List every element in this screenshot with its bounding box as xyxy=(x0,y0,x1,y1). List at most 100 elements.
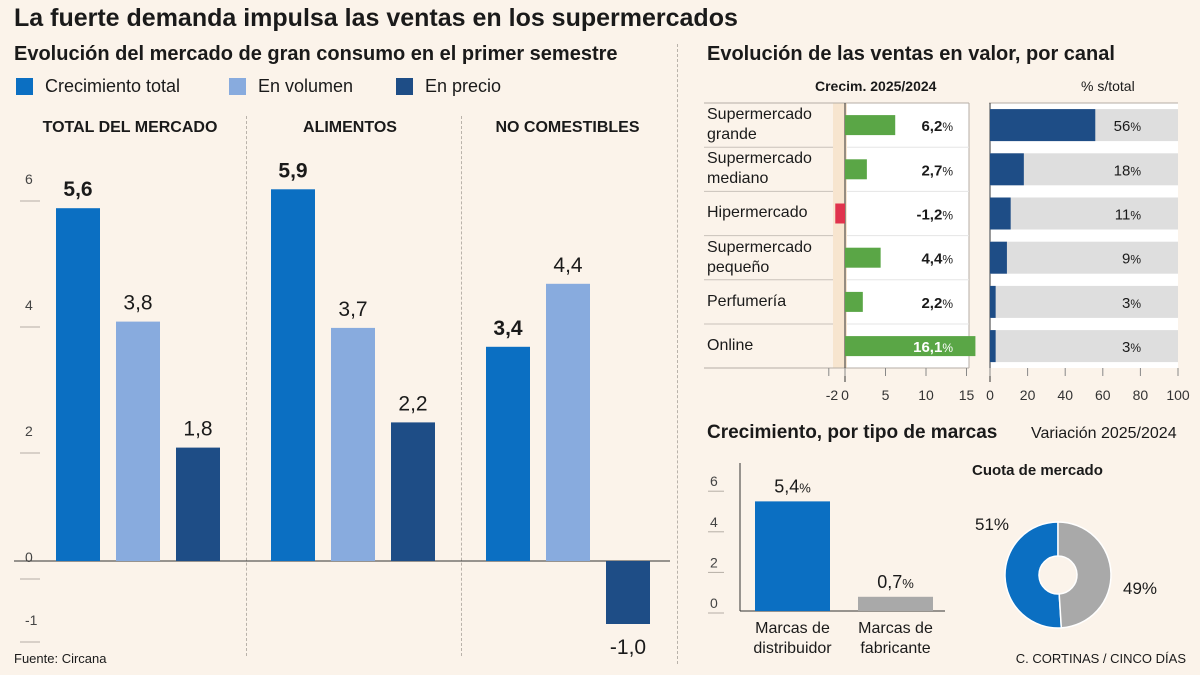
percent-sign: % xyxy=(902,576,914,591)
channel-label-line: pequeño xyxy=(707,258,770,276)
x-tick-label: 0 xyxy=(986,387,994,403)
growth-bar xyxy=(845,115,896,136)
percent-sign: % xyxy=(942,253,953,267)
share-subheader: % s/total xyxy=(1081,78,1135,94)
legend-total-label: Crecimiento total xyxy=(45,76,181,96)
panel-divider xyxy=(246,116,247,656)
channel-label: Online xyxy=(707,325,842,367)
brand-chart-subtitle: Variación 2025/2024 xyxy=(1031,425,1177,442)
percent-sign: % xyxy=(1130,297,1141,311)
x-tick-label: 40 xyxy=(1057,387,1073,403)
brand-bar xyxy=(755,501,830,611)
growth-value-label: 6,2% xyxy=(921,118,953,135)
growth-bar xyxy=(845,247,881,268)
y-tick-label: 0 xyxy=(25,549,33,565)
share-value-label: 11% xyxy=(1115,207,1142,224)
market-share-title: Cuota de mercado xyxy=(972,462,1103,479)
legend-precio: En precio xyxy=(396,76,501,97)
percent-sign: % xyxy=(1130,209,1141,223)
x-tick-label: 100 xyxy=(1166,387,1190,403)
brand-chart-title: Crecimiento, por tipo de marcas xyxy=(707,422,998,443)
growth-value-label: -1,2% xyxy=(916,207,953,224)
share-value-label: 3% xyxy=(1122,339,1141,356)
channel-label-line: Perfumería xyxy=(707,292,787,310)
bar-value-label: 1,8 xyxy=(183,418,212,441)
channel-label: Hipermercado xyxy=(707,192,842,234)
growth-bar xyxy=(835,203,845,224)
panel-title-alimentos: ALIMENTOS xyxy=(303,119,397,136)
x-tick-label: 10 xyxy=(918,387,934,403)
channel-label-line: Supermercado xyxy=(707,150,812,168)
y-tick-label: 4 xyxy=(710,514,718,530)
brand-category-label: Marcas de xyxy=(755,620,830,637)
growth-bar xyxy=(845,159,867,180)
bar-no-comestibles xyxy=(606,561,650,624)
channel-label-line: grande xyxy=(707,126,757,144)
legend-volumen: En volumen xyxy=(229,76,353,97)
donut-slice xyxy=(1057,521,1112,629)
y-tick-label: 6 xyxy=(710,473,718,489)
percent-sign: % xyxy=(942,164,953,178)
brand-bar xyxy=(858,596,933,611)
share-value-label: 18% xyxy=(1114,162,1142,179)
x-tick-label: 0 xyxy=(841,387,849,403)
percent-sign: % xyxy=(942,209,953,223)
channel-label-line: Online xyxy=(707,337,754,355)
x-tick-label: 80 xyxy=(1133,387,1149,403)
channel-label: Supermercado grande xyxy=(707,104,842,146)
legend-precio-label: En precio xyxy=(425,76,502,96)
share-bar xyxy=(990,241,1007,274)
growth-bar xyxy=(845,291,863,312)
channel-label-line: Hipermercado xyxy=(707,204,808,222)
y-tick-label: 2 xyxy=(710,554,718,570)
growth-value-label: 4,4% xyxy=(921,251,953,268)
donut-label: 51% xyxy=(975,515,1009,534)
brand-value-label: 0,7% xyxy=(877,572,914,592)
channel-label: Perfumería xyxy=(707,281,842,323)
bar-alimentos xyxy=(271,189,315,562)
panel-title-total: TOTAL DEL MERCADO xyxy=(42,119,218,136)
share-bar xyxy=(990,153,1024,186)
x-tick-label: 20 xyxy=(1020,387,1036,403)
share-bar xyxy=(990,197,1011,230)
growth-subheader: Crecim. 2025/2024 xyxy=(815,78,937,94)
market-evolution-chart: 6 4 2 0 -1 5,6 3,8 1,8 5,9 3,7 2,2 3,4 4,4 -1,0 xyxy=(14,159,670,659)
panel-divider xyxy=(461,116,462,656)
channel-label: Supermercado pequeño xyxy=(707,237,842,279)
share-bar xyxy=(990,109,1096,142)
x-tick-label: 15 xyxy=(959,387,975,403)
bar-value-label: 4,4 xyxy=(553,254,583,277)
legend-volumen-label: En volumen xyxy=(258,76,354,96)
section-divider xyxy=(677,44,678,664)
legend-total-swatch xyxy=(16,78,33,95)
donut-label: 49% xyxy=(1123,579,1157,598)
bar-alimentos xyxy=(391,422,435,561)
share-bar-bg xyxy=(990,241,1178,274)
percent-sign: % xyxy=(942,297,953,311)
channel-label-line: Supermercado xyxy=(707,238,812,256)
share-value-label: 3% xyxy=(1122,295,1141,312)
bar-no-comestibles xyxy=(486,346,530,561)
share-panel-bg xyxy=(989,103,1178,368)
brand-category-label: fabricante xyxy=(860,640,930,657)
growth-value-label: 2,2% xyxy=(921,295,953,312)
percent-sign: % xyxy=(1130,253,1141,267)
growth-bar xyxy=(845,336,976,357)
x-tick-label: -2 xyxy=(826,387,839,403)
legend-volumen-swatch xyxy=(229,78,246,95)
legend-precio-swatch xyxy=(396,78,413,95)
percent-sign: % xyxy=(942,341,953,355)
source-note: Fuente: Circana xyxy=(14,651,107,666)
bar-total-del-mercado xyxy=(176,447,220,561)
x-tick-label: 60 xyxy=(1095,387,1111,403)
share-bar xyxy=(990,330,996,363)
bar-value-label: 3,8 xyxy=(123,292,152,315)
bar-value-label: 3,4 xyxy=(493,317,523,340)
share-bar-bg xyxy=(990,285,1178,318)
x-tick-label: 5 xyxy=(882,387,890,403)
growth-value-label: 2,7% xyxy=(921,162,953,179)
percent-sign: % xyxy=(1130,120,1141,134)
